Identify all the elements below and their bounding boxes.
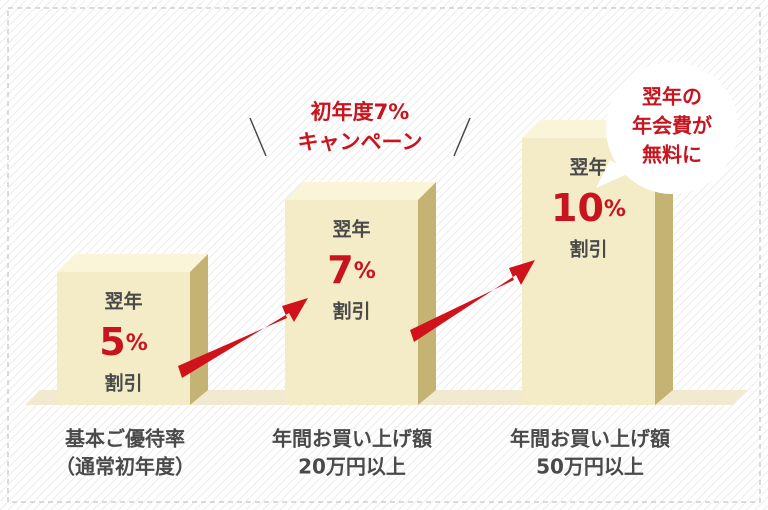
- tier-label: 年間お買い上げ額: [510, 427, 670, 451]
- campaign-slash: [249, 117, 267, 157]
- dashed-border: [7, 7, 761, 503]
- arrow: [178, 298, 308, 378]
- box-side: [190, 254, 208, 405]
- rate-value: 5: [99, 320, 125, 364]
- box-suffix: 割引: [569, 238, 607, 261]
- tier-label: 20万円以上: [298, 455, 406, 479]
- campaign-slash: [453, 117, 471, 157]
- tier-label: 基本ご優待率: [65, 427, 185, 451]
- box-front: [57, 272, 190, 405]
- tier-label: 50万円以上: [536, 455, 644, 479]
- tier-label: （通常初年度）: [55, 455, 195, 479]
- bubble-tail: [596, 160, 632, 188]
- box-prefix: 翌年: [332, 218, 370, 241]
- box-suffix: 割引: [332, 300, 370, 323]
- campaign-text: 初年度7%: [311, 100, 410, 124]
- rate-value: 10: [551, 186, 604, 230]
- tier-boxes: 翌年5%割引基本ご優待率（通常初年度）翌年7%割引年間お買い上げ額20万円以上翌…: [55, 120, 673, 479]
- box-top: [285, 182, 436, 200]
- rate-unit: %: [354, 259, 376, 284]
- bubble: [606, 62, 738, 194]
- campaign-text: キャンペーン: [298, 130, 423, 154]
- arrow: [410, 260, 535, 342]
- box-rate: 5%: [99, 320, 148, 364]
- box-prefix: 翌年: [104, 290, 142, 313]
- bubble-text: 翌年の: [642, 85, 702, 109]
- box-top: [57, 254, 208, 272]
- rate-unit: %: [126, 331, 148, 356]
- box-rate: 7%: [327, 248, 376, 292]
- box-prefix: 翌年: [569, 156, 607, 179]
- bubble-text: 無料に: [642, 143, 702, 167]
- box-side: [418, 182, 436, 405]
- tier-label: 年間お買い上げ額: [272, 427, 432, 451]
- box-rate: 10%: [551, 186, 626, 230]
- rate-value: 7: [327, 248, 353, 292]
- rate-unit: %: [604, 197, 626, 222]
- box-front: [522, 138, 655, 405]
- box-front: [285, 200, 418, 405]
- bubble-text: 年会費が: [632, 114, 712, 138]
- box-suffix: 割引: [104, 372, 142, 395]
